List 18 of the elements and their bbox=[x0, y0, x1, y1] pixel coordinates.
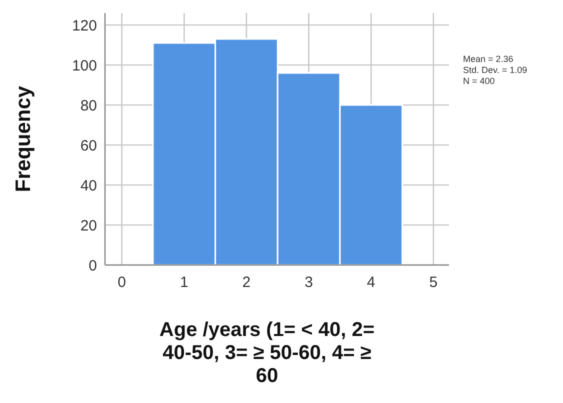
x-axis-title: Age /years (1= < 40, 2= 40-50, 3= ≥ 50-60, 4= ≥ 60 bbox=[159, 319, 375, 387]
text: Std. Dev. = 1.09 bbox=[463, 65, 528, 75]
y-tick-label: 40 bbox=[80, 177, 97, 194]
x-tick-label: 4 bbox=[366, 274, 376, 291]
y-tick-label: 100 bbox=[72, 57, 97, 74]
y-tick-label: 0 bbox=[88, 257, 97, 274]
y-tick-label: 60 bbox=[80, 137, 97, 154]
y-axis-title: Frequency bbox=[12, 86, 35, 192]
text: Mean = 2.36 bbox=[463, 54, 514, 64]
x-tick-label: 3 bbox=[304, 274, 313, 291]
x-tick-label: 1 bbox=[180, 274, 188, 291]
y-tick-label: 80 bbox=[80, 97, 97, 114]
x-tick-label: 0 bbox=[118, 274, 126, 291]
text: N = 400 bbox=[463, 76, 495, 86]
y-tick-label: 120 bbox=[72, 17, 97, 34]
y-tick-label: 20 bbox=[80, 217, 97, 234]
x-tick-label: 2 bbox=[242, 274, 251, 291]
x-tick-label: 5 bbox=[429, 274, 438, 291]
